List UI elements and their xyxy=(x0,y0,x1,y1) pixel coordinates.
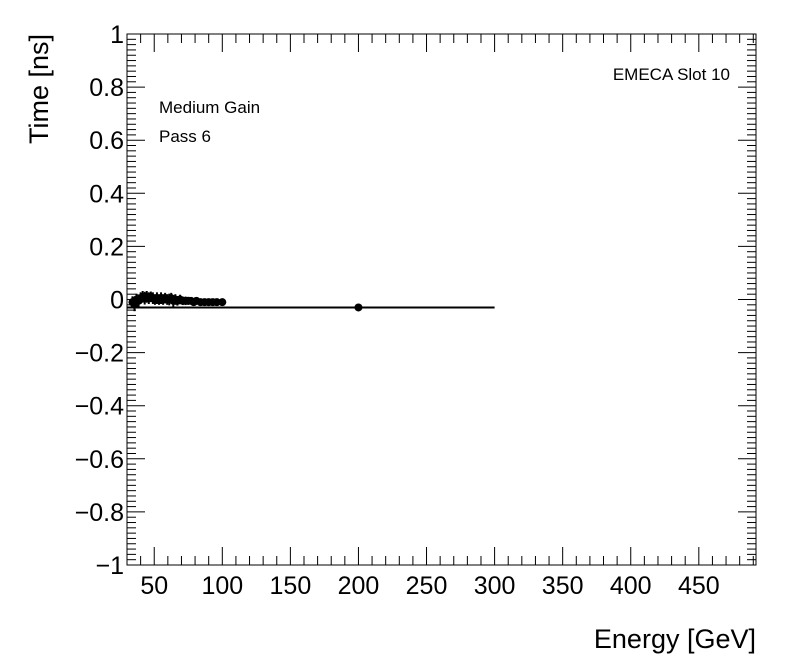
x-tick-label: 50 xyxy=(140,572,168,600)
slot-label: EMECA Slot 10 xyxy=(613,65,730,84)
plot-frame xyxy=(126,33,757,566)
y-tick-label: 0.8 xyxy=(89,74,124,102)
pass-label: Pass 6 xyxy=(159,127,211,146)
data-points-layer xyxy=(128,291,363,312)
x-tick-label: 350 xyxy=(542,572,584,600)
x-tick-label: 300 xyxy=(474,572,516,600)
x-tick-label: 450 xyxy=(678,572,720,600)
data-point xyxy=(354,303,363,312)
y-tick-label: 0 xyxy=(110,287,124,315)
y-tick-label: −0.2 xyxy=(75,340,124,368)
x-tick-label: 400 xyxy=(610,572,652,600)
y-tick-label: 0.6 xyxy=(89,127,124,155)
x-axis-title: Energy [GeV] xyxy=(594,624,756,654)
y-tick-label: −0.8 xyxy=(75,499,124,527)
data-point xyxy=(218,298,227,307)
x-tick-label: 200 xyxy=(338,572,380,600)
point-marker xyxy=(354,303,363,312)
x-tick-label: 250 xyxy=(406,572,448,600)
y-tick-label: 0.4 xyxy=(89,180,124,208)
x-tick-label: 100 xyxy=(201,572,243,600)
y-tick-label: −0.6 xyxy=(75,446,124,474)
gain-label: Medium Gain xyxy=(159,98,260,117)
y-tick-label: 0.2 xyxy=(89,233,124,261)
point-marker xyxy=(218,298,227,307)
y-tick-label: −1 xyxy=(95,552,124,580)
y-tick-label: 1 xyxy=(110,21,124,49)
tick-labels-layer: 50 100 150 200 250 300 350 400 450 −1 −0.8 −0.6 −0.4… xyxy=(75,21,720,600)
y-axis-title: Time [ns] xyxy=(24,34,54,144)
y-tick-label: −0.4 xyxy=(75,393,124,421)
x-tick-label: 150 xyxy=(270,572,312,600)
